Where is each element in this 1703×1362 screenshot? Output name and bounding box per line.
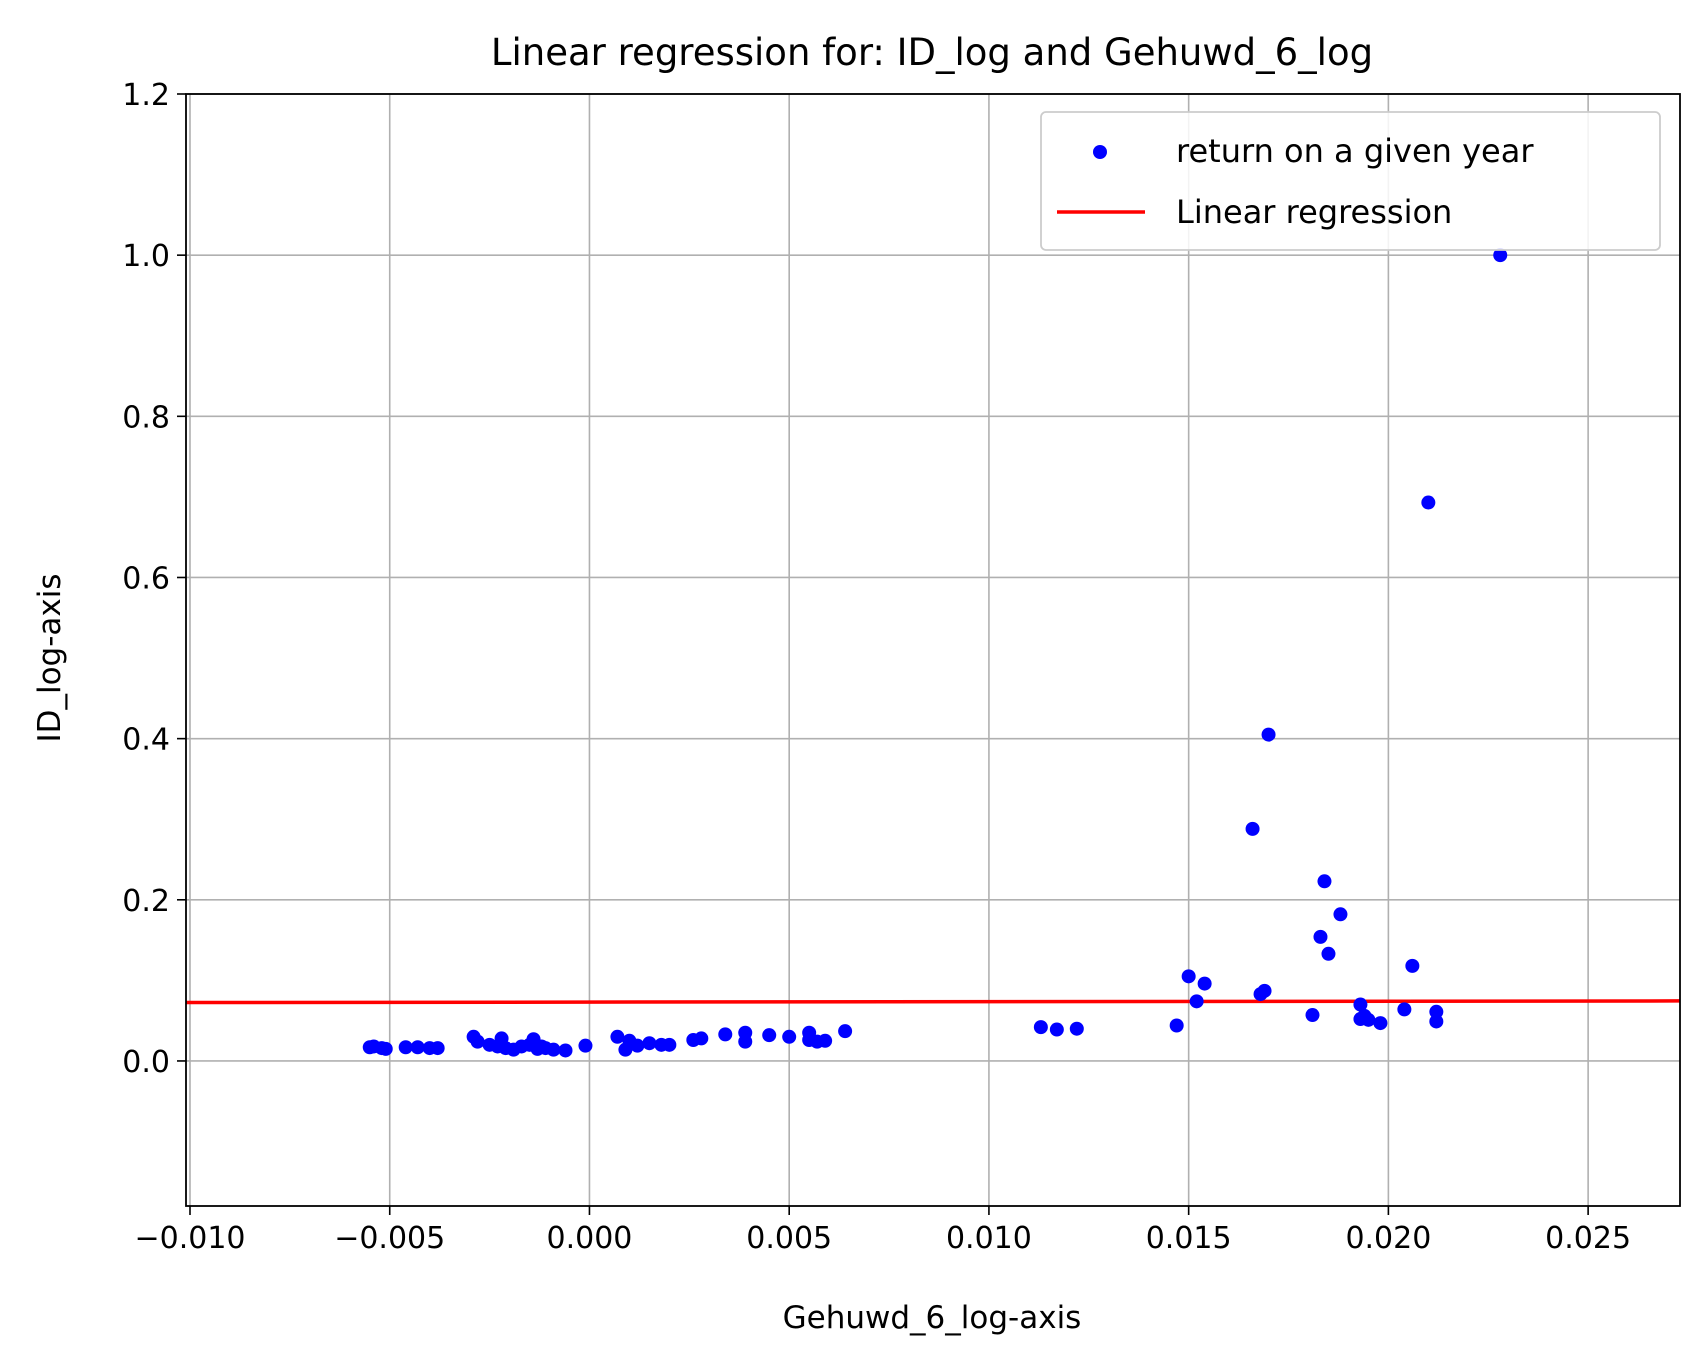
y-tick-label: 1.2 [122, 78, 170, 113]
data-point [546, 1042, 561, 1057]
y-tick-label: 0.4 [122, 723, 170, 758]
x-tick-label: 0.025 [1545, 1221, 1631, 1256]
data-point [1245, 821, 1260, 836]
x-tick-label: 0.020 [1345, 1221, 1431, 1256]
data-point [1049, 1022, 1064, 1037]
x-tick-label: 0.000 [547, 1221, 633, 1256]
x-tick-label: −0.005 [334, 1221, 445, 1256]
data-point [398, 1040, 413, 1055]
data-point [1397, 1002, 1412, 1017]
data-point [378, 1041, 393, 1056]
x-tick-label: −0.010 [134, 1221, 245, 1256]
data-point [642, 1036, 657, 1051]
legend-scatter-marker [1093, 145, 1107, 159]
data-point [1321, 946, 1336, 961]
data-point [1493, 248, 1508, 263]
data-point [470, 1034, 485, 1049]
y-tick-label: 0.8 [122, 400, 170, 435]
data-point [1313, 929, 1328, 944]
x-tick-label: 0.010 [946, 1221, 1032, 1256]
y-tick-label: 0.0 [122, 1045, 170, 1080]
data-point [1405, 958, 1420, 973]
data-point [1353, 997, 1368, 1012]
data-point [1333, 907, 1348, 922]
regression-line [185, 999, 1681, 1005]
y-tick-label: 1.0 [122, 239, 170, 274]
legend-label-scatter: return on a given year [1176, 132, 1534, 170]
data-point [1361, 1012, 1376, 1027]
data-point [1429, 1014, 1444, 1029]
x-tick-label: 0.005 [746, 1221, 832, 1256]
data-point [1181, 969, 1196, 984]
data-point [430, 1041, 445, 1056]
data-point [1261, 727, 1276, 742]
data-point [630, 1038, 645, 1053]
x-tick-label: 0.015 [1146, 1221, 1232, 1256]
x-ticks: −0.010 −0.005 0.000 0.005 0.010 0.015 0.020 0.0… [134, 1206, 1631, 1256]
legend: return on a given year Linear regression [1040, 111, 1661, 251]
data-point [610, 1029, 625, 1044]
chart-title: Linear regression for: ID_log and Gehuwd… [491, 31, 1373, 74]
data-point [762, 1028, 777, 1043]
data-point [1189, 994, 1204, 1009]
data-point [558, 1043, 573, 1058]
data-point [1421, 495, 1436, 510]
x-axis-title: Gehuwd_6_log-axis [783, 1300, 1082, 1336]
legend-box [1040, 111, 1661, 251]
data-point [662, 1037, 677, 1052]
data-point [1169, 1018, 1184, 1033]
data-point [578, 1038, 593, 1053]
data-point [1033, 1020, 1048, 1035]
scatter-points [362, 248, 1508, 1058]
data-point [1373, 1016, 1388, 1031]
data-point [1197, 976, 1212, 991]
plot-frame [185, 93, 1681, 1207]
data-point [1305, 1008, 1320, 1023]
y-axis-title: ID_log-axis [32, 573, 68, 742]
data-point [1317, 874, 1332, 889]
data-point [782, 1029, 797, 1044]
data-point [738, 1025, 753, 1040]
data-point [818, 1033, 833, 1048]
legend-label-regression: Linear regression [1176, 193, 1452, 231]
y-ticks: 0.0 0.2 0.4 0.6 0.8 1.0 1.2 [122, 78, 186, 1080]
y-tick-label: 0.6 [122, 561, 170, 596]
y-tick-label: 0.2 [122, 884, 170, 919]
data-point [1257, 983, 1272, 998]
data-point [1069, 1021, 1084, 1036]
data-point [1429, 1004, 1444, 1019]
data-point [838, 1024, 853, 1039]
data-point [694, 1031, 709, 1046]
regression-line-layer [185, 999, 1681, 1005]
data-point [718, 1027, 733, 1042]
data-point [410, 1040, 425, 1055]
